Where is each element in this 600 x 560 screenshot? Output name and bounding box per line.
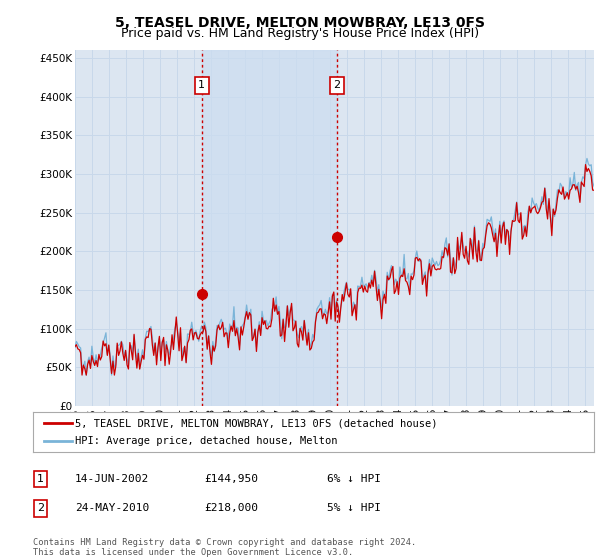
Text: 24-MAY-2010: 24-MAY-2010 bbox=[75, 503, 149, 514]
Text: 5, TEASEL DRIVE, MELTON MOWBRAY, LE13 0FS (detached house): 5, TEASEL DRIVE, MELTON MOWBRAY, LE13 0F… bbox=[75, 418, 437, 428]
Text: 2: 2 bbox=[37, 503, 44, 514]
Text: 2: 2 bbox=[333, 80, 340, 90]
Text: 1: 1 bbox=[198, 80, 205, 90]
Bar bbox=[202, 50, 337, 406]
Text: Contains HM Land Registry data © Crown copyright and database right 2024.
This d: Contains HM Land Registry data © Crown c… bbox=[33, 538, 416, 557]
Text: 6% ↓ HPI: 6% ↓ HPI bbox=[327, 474, 381, 484]
Text: 1: 1 bbox=[37, 474, 44, 484]
Text: 5, TEASEL DRIVE, MELTON MOWBRAY, LE13 0FS: 5, TEASEL DRIVE, MELTON MOWBRAY, LE13 0F… bbox=[115, 16, 485, 30]
Text: HPI: Average price, detached house, Melton: HPI: Average price, detached house, Melt… bbox=[75, 436, 338, 446]
Text: Price paid vs. HM Land Registry's House Price Index (HPI): Price paid vs. HM Land Registry's House … bbox=[121, 27, 479, 40]
Text: 14-JUN-2002: 14-JUN-2002 bbox=[75, 474, 149, 484]
Text: £218,000: £218,000 bbox=[204, 503, 258, 514]
Text: £144,950: £144,950 bbox=[204, 474, 258, 484]
Text: 5% ↓ HPI: 5% ↓ HPI bbox=[327, 503, 381, 514]
